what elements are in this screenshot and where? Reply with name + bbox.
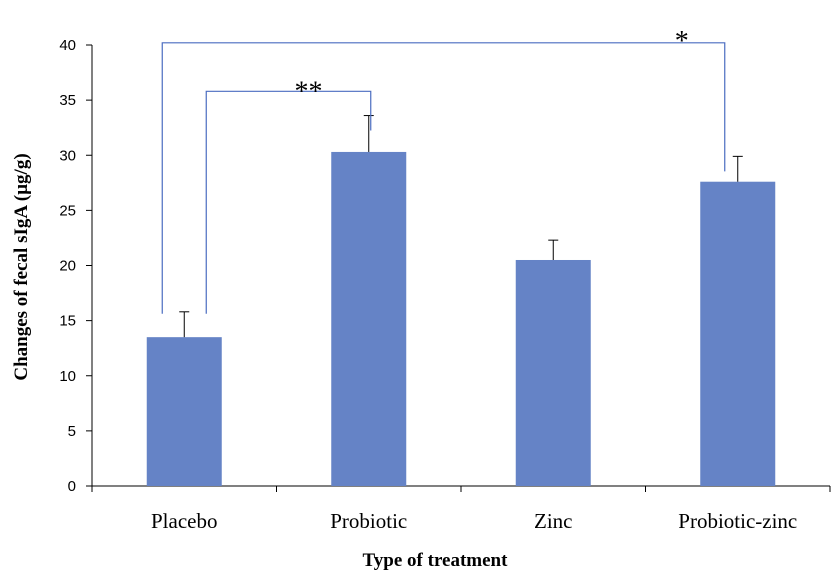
y-tick-label: 10 bbox=[59, 368, 76, 385]
x-category-label: Probiotic-zinc bbox=[678, 509, 797, 533]
y-tick-label: 20 bbox=[59, 258, 76, 275]
bar-probiotic bbox=[331, 151, 407, 486]
significance-label: * bbox=[675, 26, 689, 57]
x-axis: Placebo Probiotic Zinc Probiotic-zinc bbox=[91, 485, 831, 533]
y-tick-label: 0 bbox=[68, 478, 76, 495]
significance-brackets: *** bbox=[161, 26, 726, 314]
x-category-label: Zinc bbox=[534, 509, 572, 533]
y-tick-label: 25 bbox=[59, 202, 76, 219]
bars bbox=[146, 151, 776, 486]
y-tick-label: 35 bbox=[59, 92, 76, 109]
significance-bracket bbox=[205, 90, 372, 314]
x-category-label: Placebo bbox=[151, 509, 217, 533]
y-tick-label: 30 bbox=[59, 147, 76, 164]
x-category-label: Probiotic bbox=[330, 509, 407, 533]
bar-placebo bbox=[146, 337, 222, 486]
y-tick-label: 40 bbox=[59, 37, 76, 54]
y-axis-title: Changes of fecal sIgA (µg/g) bbox=[11, 153, 32, 380]
significance-bracket bbox=[161, 42, 726, 314]
bar-zinc bbox=[515, 259, 591, 486]
x-axis-title: Type of treatment bbox=[363, 550, 509, 571]
y-axis: 0 5 10 15 20 25 30 35 40 bbox=[59, 37, 93, 495]
significance-label: ** bbox=[295, 76, 323, 107]
error-bars bbox=[179, 115, 743, 338]
y-tick-label: 5 bbox=[68, 423, 76, 440]
bar-probiotic-zinc bbox=[700, 181, 776, 486]
y-tick-label: 15 bbox=[59, 313, 76, 330]
